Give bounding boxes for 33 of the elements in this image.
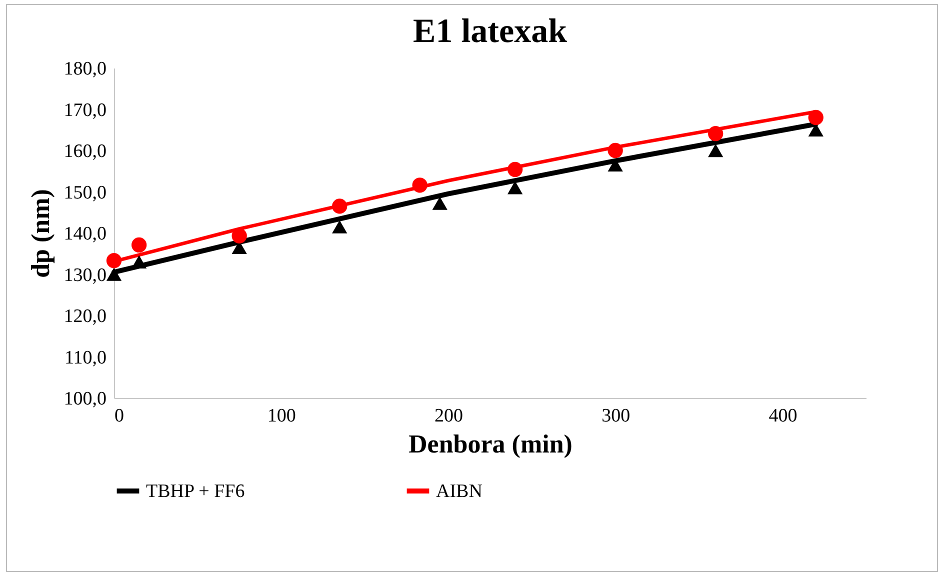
y-tick-label: 130,0 xyxy=(64,264,106,286)
chart-title: E1 latexak xyxy=(413,13,568,50)
x-tick-label: 0 xyxy=(114,406,124,426)
y-tick-label: 120,0 xyxy=(64,306,106,327)
y-tick-label: 100,0 xyxy=(64,388,106,410)
y-tick-label: 150,0 xyxy=(64,182,106,204)
point xyxy=(232,228,247,244)
point xyxy=(412,178,428,193)
point xyxy=(507,181,523,194)
point xyxy=(708,126,724,142)
x-tick-label: 300 xyxy=(602,406,630,426)
y-tick-label: 110,0 xyxy=(64,347,106,368)
y-axis-title: dp (nm) xyxy=(26,189,55,278)
y-tick-label: 180,0 xyxy=(64,58,106,80)
point xyxy=(106,268,122,281)
point xyxy=(106,253,122,268)
point xyxy=(332,220,348,234)
point xyxy=(808,110,824,126)
point xyxy=(131,237,147,253)
point xyxy=(608,142,623,158)
x-tick-label: 400 xyxy=(768,406,798,426)
point xyxy=(332,198,348,214)
legend-label: TBHP + FF6 xyxy=(146,481,245,502)
x-tick-label: 200 xyxy=(434,406,463,426)
legend-label: AIBN xyxy=(436,481,483,502)
x-tick-label: 100 xyxy=(267,406,296,426)
point xyxy=(507,162,523,178)
point xyxy=(432,196,448,210)
y-tick-label: 170,0 xyxy=(64,100,106,121)
x-axis-title: Denbora (min) xyxy=(408,430,572,458)
y-tick-label: 160,0 xyxy=(64,141,106,162)
y-tick-label: 140,0 xyxy=(64,224,106,244)
point xyxy=(708,144,724,158)
